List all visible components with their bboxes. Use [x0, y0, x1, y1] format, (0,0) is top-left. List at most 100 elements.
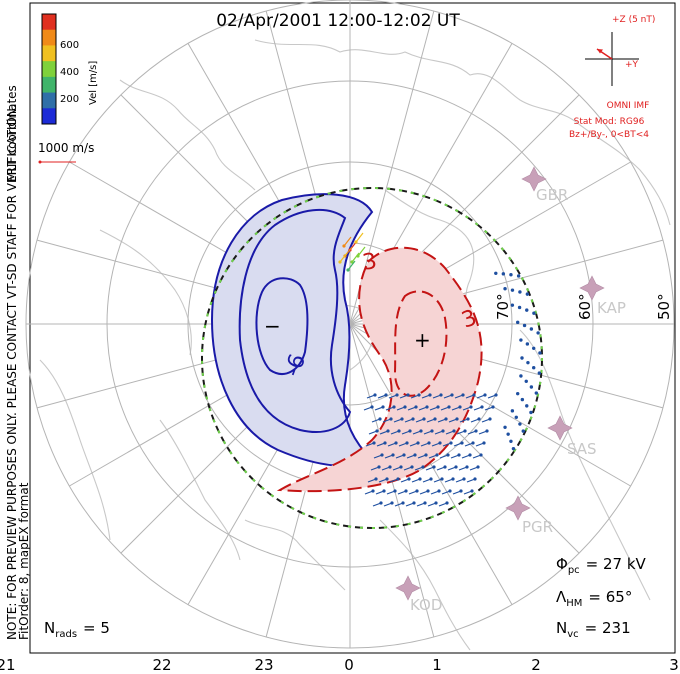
- velocity-vector-origin: [432, 465, 436, 469]
- velocity-vector-origin: [402, 453, 406, 457]
- velocity-vector-origin: [421, 465, 425, 469]
- velocity-vector-origin: [356, 254, 360, 258]
- stat-nrads: Nrads = 5: [44, 619, 110, 640]
- velocity-vector-origin: [452, 429, 456, 433]
- stat-lambda-symbol: Λ: [556, 588, 567, 606]
- velocity-vector-origin: [532, 311, 536, 315]
- velocity-vector: [355, 232, 364, 243]
- velocity-vector-origin: [516, 320, 520, 325]
- velocity-vector-origin: [526, 360, 530, 365]
- velocity-vector-origin: [378, 417, 382, 421]
- stat-nvc-sub: vc: [567, 629, 578, 640]
- velocity-vector-origin: [390, 501, 394, 505]
- stat-nrads-value: = 5: [83, 619, 110, 637]
- velocity-vector-origin: [427, 441, 431, 445]
- velocity-vector-origin: [410, 465, 414, 469]
- velocity-vector-origin: [424, 453, 428, 457]
- velocity-vector-origin: [516, 391, 520, 396]
- velocity-vector-origin: [454, 465, 458, 469]
- velocity-vector-origin: [440, 477, 444, 481]
- velocity-vector-origin: [444, 417, 448, 421]
- stat-phi-symbol: Φ: [556, 555, 568, 573]
- velocity-vector-origin: [428, 393, 432, 397]
- velocity-vector-origin: [400, 417, 404, 421]
- velocity-vector-origin: [413, 453, 417, 457]
- velocity-vector-origin: [455, 417, 459, 421]
- colorbar-segment: [42, 14, 56, 31]
- velocity-vector-origin: [534, 391, 539, 395]
- velocity-vector-origin: [439, 393, 443, 397]
- colorbar-segment: [42, 108, 56, 125]
- velocity-vector-origin: [517, 305, 522, 310]
- velocity-vector-origin: [503, 287, 507, 291]
- velocity-vector-origin: [382, 489, 386, 493]
- velocity-vector-origin: [380, 453, 384, 457]
- velocity-vector-origin: [416, 441, 420, 445]
- velocity-vector-origin: [491, 405, 495, 409]
- velocity-vector-origin: [524, 379, 528, 384]
- station-kap: KAP: [579, 275, 626, 317]
- colorbar-segment: [42, 29, 56, 46]
- min-potential-marker: −: [264, 314, 281, 338]
- velocity-vector-origin: [394, 441, 398, 445]
- latitude-label-70: 70°: [494, 293, 512, 320]
- velocity-vector-origin: [436, 405, 440, 409]
- velocity-vector-origin: [342, 244, 346, 248]
- velocity-vector-origin: [449, 441, 453, 445]
- imf-plus-y-label: +Y: [625, 60, 639, 70]
- velocity-vector-origin: [457, 453, 461, 457]
- velocity-vector-origin: [397, 429, 401, 433]
- station-pgr: PGR: [505, 495, 553, 536]
- velocity-vector-origin: [510, 288, 515, 292]
- velocity-vector-origin: [350, 260, 354, 264]
- velocity-vector-origin: [468, 453, 472, 457]
- velocity-vector-origin: [429, 477, 433, 481]
- colorbar-segment: [42, 76, 56, 94]
- mlt-tick-label: 0: [344, 656, 354, 674]
- velocity-vector-origin: [418, 477, 422, 481]
- stat-lambda-value: = 65°: [588, 588, 632, 606]
- velocity-vector-origin: [479, 453, 483, 457]
- colorbar-segment: [42, 45, 56, 62]
- velocity-vector-origin: [435, 453, 439, 457]
- stat-phi-sub: pc: [568, 565, 580, 576]
- velocity-vector-origin: [529, 410, 533, 415]
- velocity-vector-origin: [529, 385, 534, 389]
- latitude-label-60: 60°: [576, 293, 594, 320]
- mlt-tick-label: 22: [152, 656, 171, 674]
- velocity-vector-origin: [406, 393, 410, 397]
- velocity-vector-origin: [389, 417, 393, 421]
- mlt-tick-label: 21: [0, 656, 16, 674]
- colorbar-segment: [42, 61, 56, 78]
- velocity-vector-origin: [509, 273, 513, 277]
- velocity-vector-origin: [408, 429, 412, 433]
- velocity-vector-origin: [485, 429, 489, 433]
- velocity-vector-origin: [374, 477, 378, 481]
- velocity-vector-origin: [425, 405, 429, 409]
- velocity-vector-origin: [501, 272, 506, 276]
- velocity-vector-origin: [537, 371, 542, 375]
- velocity-vector-origin: [476, 465, 480, 469]
- velocity-vector-origin: [538, 351, 542, 355]
- velocity-vector-origin: [477, 417, 481, 421]
- velocity-vector-origin: [411, 417, 415, 421]
- velocity-vector-origin: [520, 397, 525, 402]
- velocity-vector-origin: [494, 393, 498, 397]
- preview-note: NOTE: FOR PREVIEW PURPOSES ONLY. PLEASE …: [5, 104, 19, 640]
- velocity-vector-origin: [494, 271, 498, 276]
- velocity-vector-origin: [381, 405, 385, 409]
- velocity-vector-origin: [510, 409, 515, 413]
- velocity-vector-origin: [532, 346, 536, 350]
- velocity-vector-origin: [470, 489, 474, 493]
- velocity-vector-origin: [426, 489, 430, 493]
- velocity-vector-origin: [525, 292, 530, 296]
- colorbar-segment: [42, 92, 56, 109]
- imf-source: OMNI IMF: [607, 101, 650, 111]
- velocity-vector-origin: [401, 501, 405, 505]
- colorbar-segments: [42, 14, 56, 125]
- velocity-vector-origin: [480, 405, 484, 409]
- mlt-grid: [26, 0, 674, 648]
- velocity-vector-origin: [520, 356, 524, 360]
- colorbar-label: Vel [m/s]: [88, 61, 99, 105]
- velocity-vector-origin: [385, 477, 389, 481]
